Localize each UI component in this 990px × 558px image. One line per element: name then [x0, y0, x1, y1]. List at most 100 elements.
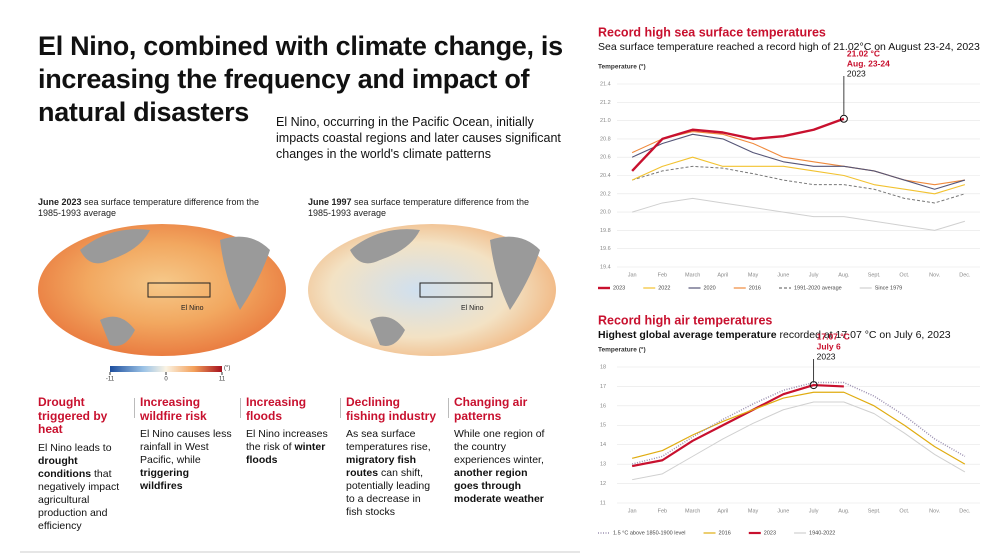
legend-label: Since 1979: [875, 285, 903, 291]
text-run: sea surface temperature difference from …: [38, 197, 259, 218]
y-tick-label: 11: [600, 500, 606, 506]
series-line: [631, 133, 966, 190]
text-run: As sea surface temperatures rise,: [346, 428, 431, 453]
legend-label: 1940-2022: [809, 530, 835, 536]
annotation-text: 17.07 °C: [817, 331, 850, 341]
y-tick-label: 21.4: [600, 81, 611, 87]
x-tick-label: May: [748, 272, 759, 278]
x-tick-label: Oct.: [899, 508, 910, 514]
y-tick-label: 14: [600, 442, 606, 448]
legend-label: 2023: [613, 285, 625, 291]
column-divider: [340, 398, 341, 418]
text-run: recorded at 17.07 °C on July 6, 2023: [777, 329, 951, 341]
annotation-text: 2023: [847, 68, 866, 78]
title: El Nino, combined with climate change, i…: [38, 31, 563, 127]
text-run: Sea surface temperature reached a record…: [598, 41, 980, 53]
text-run: El Nino causes less rainfall in West Pac…: [140, 428, 232, 466]
x-tick-label: July: [809, 508, 819, 514]
subtitle: El Nino, occurring in the Pacific Ocean,…: [276, 115, 561, 161]
y-tick-label: 20.2: [600, 191, 611, 197]
y-tick-label: 20.0: [600, 210, 611, 216]
x-tick-label: March: [685, 508, 700, 514]
text-run: While one region of the country experien…: [454, 428, 545, 466]
series-line: [631, 197, 966, 231]
y-tick-label: 15: [600, 423, 606, 429]
legend-label: 2016: [749, 285, 761, 291]
impact-column: Changing air patterns While one region of…: [454, 395, 546, 506]
series-line: [631, 117, 845, 172]
legend-label: 2016: [719, 530, 731, 536]
column-divider: [134, 398, 135, 418]
column-divider: [240, 398, 241, 418]
y-tick-label: 12: [600, 481, 606, 487]
map-caption: June 2023 sea surface temperature differ…: [38, 197, 268, 219]
text-run: drought conditions: [38, 454, 92, 480]
x-tick-label: Jan: [628, 272, 637, 278]
x-tick-label: Nov.: [929, 508, 940, 514]
text-run: El Nino leads to: [38, 441, 112, 454]
x-tick-label: Feb: [658, 272, 667, 278]
annotation-marker: [809, 381, 818, 390]
text-run: June 1997: [308, 197, 352, 207]
colorbar-unit: (°): [224, 366, 230, 372]
x-tick-label: Aug.: [838, 272, 850, 278]
colorbar: [110, 366, 222, 372]
series-line: [631, 391, 966, 465]
y-tick-label: 13: [600, 462, 606, 468]
x-tick-label: Nov.: [929, 272, 940, 278]
series-line: [631, 383, 844, 468]
text-run: sea surface temperature difference from …: [308, 197, 529, 218]
text-run: June 2023: [38, 197, 82, 207]
chart-title: Record high air temperatures: [598, 313, 772, 327]
annotation-text: Aug. 23-24: [847, 58, 890, 68]
impact-body: El Nino causes less rainfall in West Pac…: [140, 428, 232, 493]
legend-label: 2022: [658, 285, 670, 291]
y-tick-label: 20.6: [600, 155, 611, 161]
y-tick-label: 21.0: [600, 118, 611, 124]
annotation-text: 2023: [817, 351, 836, 361]
impact-column: Drought triggered by heat El Nino leads t…: [38, 395, 130, 533]
x-tick-label: Jan: [628, 508, 637, 514]
x-tick-label: May: [748, 508, 759, 514]
legend-label: 2020: [704, 285, 716, 291]
impact-column: Declining fishing industry As sea surface…: [346, 395, 438, 519]
chart-title: Record high sea surface temperatures: [598, 25, 826, 39]
y-tick-label: 17: [600, 384, 606, 390]
y-tick-label: 20.4: [600, 173, 611, 179]
column-divider: [448, 398, 449, 418]
x-tick-label: Sept.: [868, 272, 881, 278]
impact-column: Increasing floods El Nino increases the r…: [246, 395, 338, 467]
impact-heading: Increasing floods: [246, 395, 307, 423]
annotation-marker: [839, 114, 848, 123]
text-run: another region goes through moderate wea…: [454, 467, 544, 505]
x-tick-label: Sept.: [868, 508, 881, 514]
map-label: El Nino: [181, 305, 204, 312]
impact-column: Increasing wildfire risk El Nino causes l…: [140, 395, 232, 493]
x-tick-label: Aug.: [838, 508, 850, 514]
series-line: [631, 131, 965, 186]
series-line: [631, 165, 966, 204]
x-tick-label: Oct.: [899, 272, 910, 278]
y-tick-label: 20.8: [600, 136, 611, 142]
x-tick-label: April: [717, 508, 728, 514]
y-tick-label: 19.4: [600, 264, 611, 270]
colorbar-tick-label: 11: [219, 377, 226, 383]
text-run: can shift, potentially leading to a decr…: [346, 467, 431, 518]
map-1997: [308, 224, 556, 356]
x-tick-label: March: [685, 272, 700, 278]
text-run: triggering wildfires: [140, 467, 189, 492]
impact-body: While one region of the country experien…: [454, 428, 546, 506]
series-line: [631, 156, 966, 195]
colorbar-tick-label: -11: [106, 377, 115, 383]
text-run: migratory fish routes: [346, 454, 417, 479]
y-tick-label: 18: [600, 364, 606, 370]
x-tick-label: June: [777, 508, 789, 514]
x-tick-label: Dec.: [959, 508, 971, 514]
legend-label: 2023: [764, 530, 776, 536]
y-tick-label: 19.8: [600, 228, 611, 234]
legend-label: 1.5 °C above 1850-1900 level: [613, 530, 686, 536]
x-tick-label: Dec.: [959, 272, 971, 278]
x-tick-label: July: [809, 272, 819, 278]
